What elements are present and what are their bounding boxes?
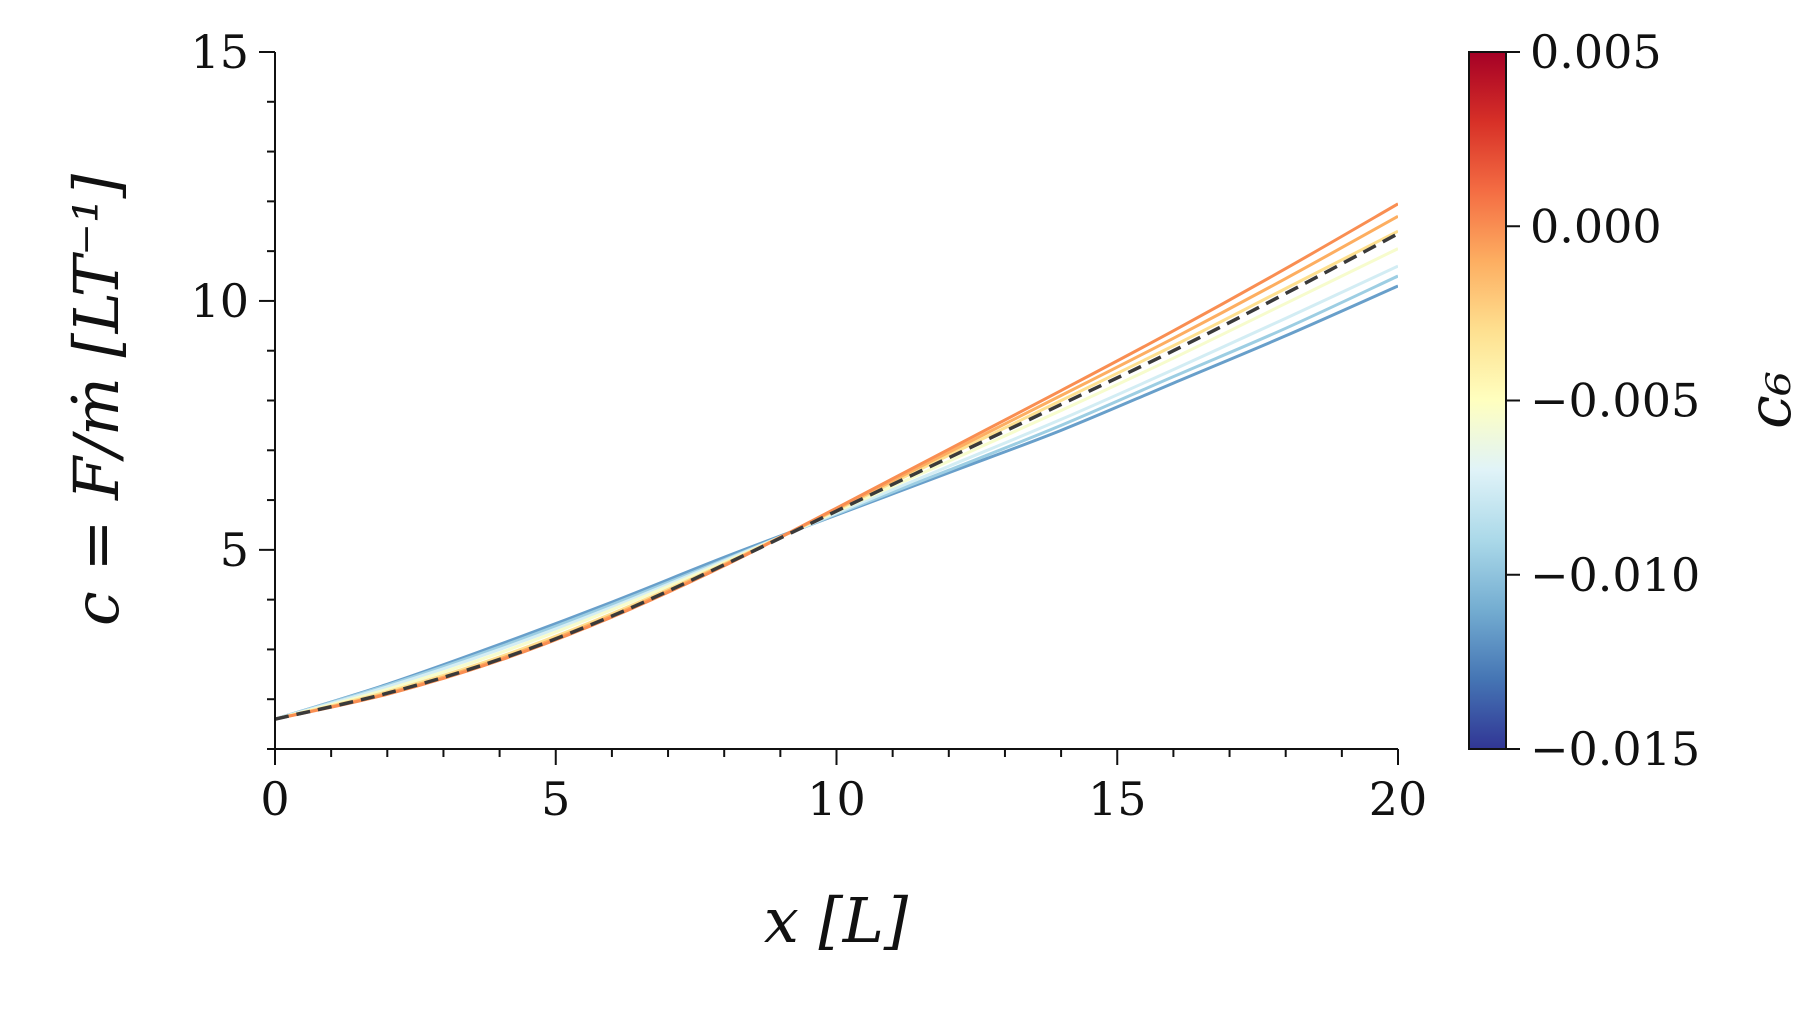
colorbar-label: c₆ xyxy=(1735,371,1805,429)
colorbar-tick-label: −0.010 xyxy=(1530,548,1700,602)
y-tick-label: 15 xyxy=(190,25,249,79)
x-axis-label: x [L] xyxy=(764,884,909,957)
series-line-0 xyxy=(275,284,1398,721)
plot-lines xyxy=(275,202,1398,721)
series-line-3 xyxy=(275,247,1398,721)
series-line-4 xyxy=(275,229,1398,721)
y-ticks: 5 10 15 xyxy=(190,25,275,750)
colorbar-tick-label: −0.015 xyxy=(1530,722,1700,776)
x-tick-label: 5 xyxy=(541,772,570,826)
colorbar: 0.005 0.000 −0.005 −0.010 −0.015 c₆ xyxy=(1468,25,1805,776)
axes xyxy=(274,52,1398,750)
colorbar-tick-label: 0.000 xyxy=(1530,199,1662,253)
series-line-6 xyxy=(275,202,1398,721)
reference-line-group xyxy=(275,232,1398,721)
reference-dashed-line xyxy=(275,232,1398,721)
colorbar-tick-label: −0.005 xyxy=(1530,374,1700,428)
series-line-2 xyxy=(275,264,1398,721)
series-line-5 xyxy=(275,214,1398,721)
x-tick-label: 0 xyxy=(260,772,289,826)
y-tick-label: 10 xyxy=(190,274,249,328)
y-axis-label: c = F/ṁ [LT⁻¹] xyxy=(60,173,133,626)
x-tick-label: 15 xyxy=(1088,772,1147,826)
colorbar-gradient xyxy=(1468,51,1507,750)
colorbar-tick-label: 0.005 xyxy=(1530,25,1662,79)
y-tick-label: 5 xyxy=(220,523,249,577)
colorbar-ticks: 0.005 0.000 −0.005 −0.010 −0.015 xyxy=(1506,25,1700,776)
x-tick-label: 20 xyxy=(1369,772,1428,826)
x-ticks: 0 5 10 15 20 xyxy=(260,749,1427,826)
x-tick-label: 10 xyxy=(807,772,866,826)
